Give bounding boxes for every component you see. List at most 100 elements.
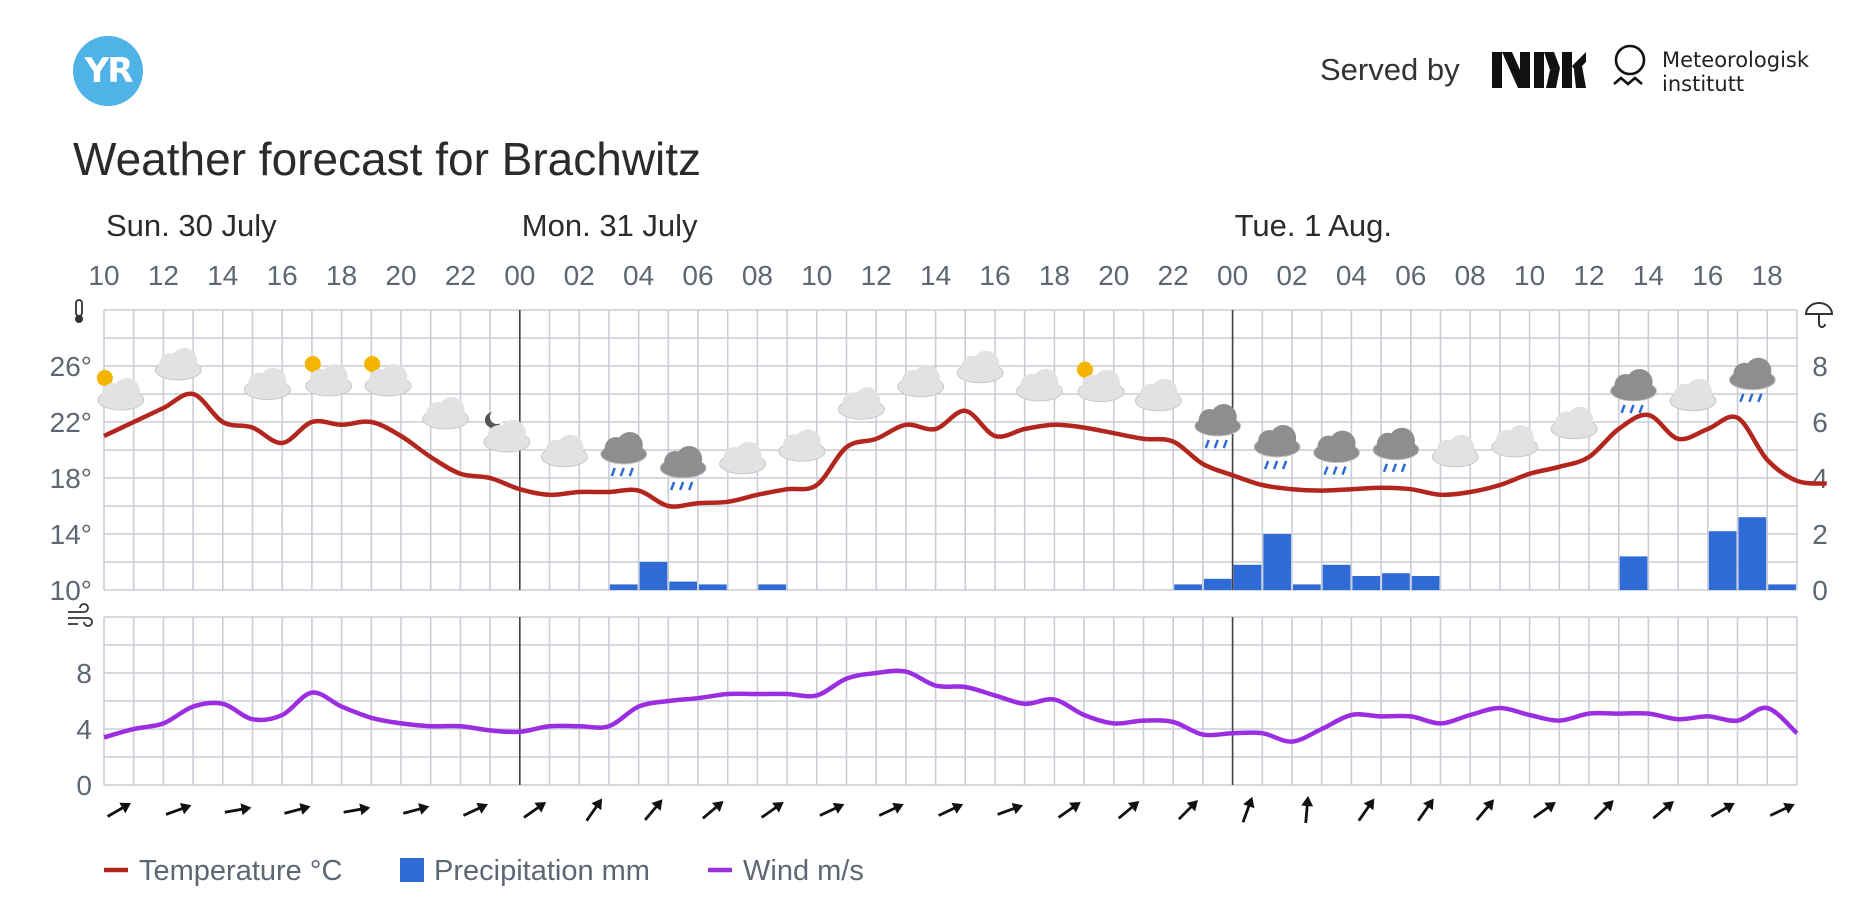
rain-cloud-puff	[1210, 404, 1237, 430]
hour-tick-label: 16	[1692, 260, 1723, 291]
rain-cloud-puff	[676, 446, 703, 472]
raindrop	[1757, 393, 1763, 403]
wind-direction-arrow	[1475, 799, 1495, 821]
hour-tick-label: 04	[623, 260, 654, 291]
cloudy-icon	[1016, 369, 1064, 402]
raindrop	[1620, 404, 1626, 414]
rain-cloud-puff	[1745, 357, 1772, 384]
precip-axis-label: 2	[1812, 519, 1828, 550]
met-line-1: Meteorologisk	[1662, 48, 1810, 72]
arrow-head	[1423, 798, 1434, 811]
raindrop	[610, 467, 616, 477]
hour-tick-label: 10	[1514, 260, 1545, 291]
cloud-puff	[260, 367, 287, 394]
temp-axis-label: 10°	[50, 575, 92, 606]
thermometer-stem	[75, 299, 83, 317]
hour-tick-label: 18	[1039, 260, 1070, 291]
arrow-head	[1363, 798, 1375, 811]
precip-bar	[1619, 556, 1648, 590]
partly-cloudy-icon	[304, 356, 353, 397]
moon-cut	[489, 410, 504, 424]
temperature-line	[103, 391, 1827, 509]
raindrop	[1213, 439, 1219, 449]
rain-cloud-icon	[600, 432, 648, 477]
precip-bar	[1322, 564, 1351, 590]
hour-tick-label: 00	[504, 260, 535, 291]
hour-tick-label: 18	[1752, 260, 1783, 291]
arrow-head	[476, 802, 488, 814]
precip-bar	[1174, 584, 1202, 590]
raindrop	[1222, 439, 1228, 449]
cloudy-icon	[778, 429, 826, 462]
cloudy-icon	[956, 350, 1004, 384]
temp-axis-label: 18°	[50, 463, 92, 494]
arrow-head	[591, 798, 603, 811]
temp-axis-label: 26°	[50, 351, 92, 382]
met-institute-logo-text[interactable]: Meteorologisk institutt	[1662, 48, 1809, 96]
raindrop	[678, 481, 685, 491]
arrow-head	[534, 801, 547, 813]
hour-tick-label: 04	[1336, 260, 1367, 291]
met-line-2: institutt	[1662, 72, 1745, 96]
arrow-head	[1069, 801, 1081, 813]
cloud-puff	[381, 364, 408, 390]
hour-tick-label: 20	[1098, 260, 1129, 291]
wind-direction-arrow	[1357, 798, 1375, 822]
cloud-puff	[113, 378, 140, 404]
arrow-head	[651, 799, 663, 811]
wind-direction-arrow	[1177, 800, 1198, 821]
rain-cloud-icon	[1728, 357, 1776, 403]
yr-logo[interactable]: YR	[73, 36, 143, 106]
raindrop	[1272, 460, 1279, 470]
wind-direction-arrow	[1301, 796, 1314, 824]
umbrella-canopy	[1804, 302, 1834, 315]
hour-tick-label: 08	[1455, 260, 1486, 291]
cloudy-icon	[1669, 378, 1717, 412]
arrow-head	[1243, 796, 1255, 809]
cloudy-icon	[719, 441, 767, 475]
rain-cloud-puff	[1270, 425, 1297, 451]
wind-direction-arrow	[938, 802, 964, 817]
wind-direction-arrow	[819, 802, 845, 817]
legend-temperature-label: Temperature °C	[139, 855, 342, 887]
raindrop	[1332, 466, 1338, 476]
cloud-puff	[1507, 425, 1534, 451]
day-label: Mon. 31 July	[522, 208, 698, 243]
wind-direction-arrow	[284, 803, 311, 815]
raindrop	[1748, 393, 1754, 403]
arrow-head	[359, 803, 371, 816]
raindrop	[1400, 463, 1407, 473]
precip-bar	[609, 584, 638, 590]
rain-cloud-icon	[1194, 404, 1242, 449]
precip-bar	[1411, 576, 1440, 590]
thermometer-bulb	[75, 315, 83, 323]
nrk-logo[interactable]	[1492, 52, 1586, 88]
legend-wind-label: Wind m/s	[743, 855, 864, 887]
wind-direction-arrow	[1241, 796, 1255, 823]
arrow-head	[951, 802, 964, 814]
arrow-head	[299, 803, 311, 815]
precip-bar	[699, 584, 727, 590]
sun-shape	[304, 356, 321, 372]
wind-direction-arrow	[878, 802, 904, 817]
rain-cloud-puff	[1626, 369, 1653, 395]
cloudy-icon	[540, 434, 588, 468]
hour-tick-label: 12	[861, 260, 892, 291]
rain-cloud-puff	[616, 432, 643, 458]
wind-direction-arrow	[1532, 801, 1556, 819]
arrow-head	[1186, 800, 1198, 812]
precip-bar	[1382, 573, 1410, 590]
raindrop	[1638, 404, 1644, 414]
precip-axis-label: 0	[1812, 575, 1828, 606]
rain-cloud-icon	[659, 446, 707, 491]
night-partly-cloudy-icon	[483, 410, 531, 453]
hour-tick-label: 00	[1217, 260, 1248, 291]
cloud-puff	[735, 441, 762, 468]
umbrella-icon	[1804, 302, 1834, 328]
partly-cloudy-icon	[364, 356, 412, 397]
hour-tick-label: 22	[1158, 260, 1189, 291]
precip-bar	[1203, 578, 1232, 590]
hour-tick-label: 16	[267, 260, 298, 291]
cloud-puff	[321, 364, 348, 390]
cloud-puff	[1685, 378, 1712, 405]
